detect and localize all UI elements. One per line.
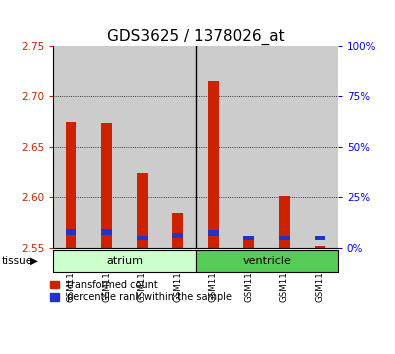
Text: atrium: atrium	[106, 256, 143, 266]
Legend: transformed count, percentile rank within the sample: transformed count, percentile rank withi…	[50, 280, 232, 302]
Bar	[137, 236, 148, 240]
Bar	[137, 173, 148, 248]
Bar	[208, 81, 219, 248]
Bar	[196, 250, 338, 272]
Text: ventricle: ventricle	[242, 256, 291, 266]
Bar	[243, 236, 254, 240]
Title: GDS3625 / 1378026_at: GDS3625 / 1378026_at	[107, 28, 284, 45]
Bar	[172, 213, 183, 248]
Bar	[302, 46, 338, 248]
Bar	[124, 46, 160, 248]
Bar	[279, 196, 290, 248]
Text: ▶: ▶	[30, 256, 38, 266]
Bar	[231, 46, 267, 248]
Bar	[66, 229, 77, 235]
Bar	[53, 250, 196, 272]
Bar	[279, 236, 290, 240]
Text: tissue: tissue	[2, 256, 33, 266]
Bar	[53, 46, 89, 248]
Bar	[243, 236, 254, 248]
Bar	[314, 236, 325, 240]
Bar	[208, 230, 219, 236]
Bar	[196, 46, 231, 248]
Bar	[160, 46, 196, 248]
Bar	[66, 122, 77, 248]
Bar	[267, 46, 302, 248]
Bar	[172, 233, 183, 238]
Bar	[101, 229, 112, 235]
Bar	[101, 123, 112, 248]
Bar	[314, 246, 325, 248]
Bar	[89, 46, 124, 248]
